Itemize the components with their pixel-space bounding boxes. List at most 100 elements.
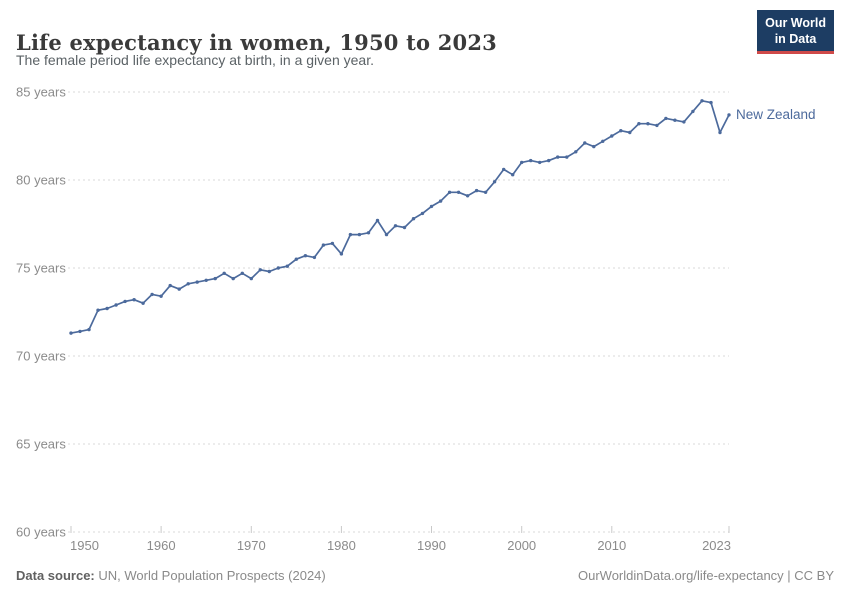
data-point <box>538 160 542 165</box>
data-point <box>87 327 91 332</box>
owid-logo-line1: Our World <box>765 16 826 30</box>
data-point <box>348 232 353 237</box>
data-point <box>285 264 289 268</box>
data-point <box>502 167 506 172</box>
data-source-label: Data source: <box>16 568 95 583</box>
data-point <box>691 109 695 114</box>
data-source: Data source: UN, World Population Prospe… <box>16 568 326 583</box>
data-point <box>96 308 100 312</box>
data-point <box>168 283 172 288</box>
data-point <box>492 180 497 184</box>
x-axis-label: 2000 <box>507 538 536 553</box>
data-point <box>141 301 145 305</box>
data-point <box>240 271 244 275</box>
data-point <box>664 116 668 121</box>
data-point <box>474 188 479 193</box>
data-point <box>258 268 262 272</box>
data-point <box>213 276 217 281</box>
x-axis-label: 1970 <box>237 538 266 553</box>
data-point <box>303 254 308 258</box>
data-point <box>69 331 73 335</box>
data-point <box>547 158 551 163</box>
data-point <box>429 204 434 209</box>
attribution: OurWorldinData.org/life-expectancy | CC … <box>577 568 834 583</box>
data-point <box>411 217 416 221</box>
data-point <box>222 271 226 275</box>
data-point <box>574 150 578 154</box>
data-point <box>565 155 569 159</box>
data-point <box>556 155 560 159</box>
series-end-label: New Zealand <box>736 107 816 122</box>
x-axis-label: 1960 <box>147 538 176 553</box>
data-point <box>583 141 587 145</box>
data-point <box>375 218 380 223</box>
data-point <box>177 287 181 291</box>
data-point <box>186 282 190 286</box>
data-point <box>267 269 271 274</box>
data-point <box>447 190 452 194</box>
data-point <box>402 225 407 230</box>
y-axis-label: 65 years <box>16 437 66 452</box>
data-point <box>276 266 280 270</box>
data-point <box>520 160 524 165</box>
owid-logo-line2: in Data <box>774 32 817 47</box>
data-point <box>159 294 163 298</box>
data-point <box>195 280 199 284</box>
data-point <box>610 134 614 138</box>
series-line <box>70 99 730 334</box>
data-point <box>511 173 515 177</box>
data-point <box>231 276 235 281</box>
data-point <box>483 190 488 194</box>
data-point <box>321 243 326 247</box>
data-point <box>123 299 127 304</box>
data-point <box>601 139 605 143</box>
data-point <box>646 122 650 126</box>
y-axis-label: 60 years <box>16 525 66 540</box>
data-source-text: UN, World Population Prospects (2024) <box>94 568 326 583</box>
data-point <box>682 120 686 124</box>
x-axis-label: 1980 <box>327 538 356 553</box>
data-point <box>700 99 704 103</box>
data-point <box>330 241 335 246</box>
y-axis-label: 70 years <box>16 349 66 364</box>
data-point <box>420 211 425 216</box>
data-point <box>438 199 443 203</box>
y-axis-label: 80 years <box>16 173 66 188</box>
owid-logo: Our World in Data <box>757 10 834 54</box>
data-point <box>312 255 317 260</box>
data-point <box>709 100 713 105</box>
data-point <box>357 232 362 237</box>
data-point <box>150 292 154 297</box>
data-point <box>456 190 461 194</box>
data-point <box>294 257 298 261</box>
data-point <box>673 118 677 122</box>
data-point <box>619 129 623 133</box>
data-point <box>204 278 208 282</box>
chart-footer: Data source: UN, World Population Prospe… <box>16 568 834 583</box>
x-axis-label: 2010 <box>597 538 626 553</box>
data-point <box>393 224 398 228</box>
x-axis-label: 2023 <box>702 538 731 553</box>
data-point <box>655 123 659 128</box>
data-point <box>529 158 533 163</box>
x-axis-label: 1990 <box>417 538 446 553</box>
page-title: Life expectancy in women, 1950 to 2023 <box>16 30 497 56</box>
data-point <box>384 232 389 237</box>
data-point <box>628 130 632 135</box>
data-point <box>114 303 118 307</box>
data-point <box>105 306 109 311</box>
data-point <box>366 231 371 235</box>
data-point <box>637 122 641 126</box>
data-point <box>78 329 82 334</box>
data-point <box>465 194 470 198</box>
y-axis-label: 75 years <box>16 261 66 276</box>
y-axis-label: 85 years <box>16 85 66 100</box>
data-point <box>339 252 344 256</box>
data-point <box>592 144 596 149</box>
x-axis-label: 1950 <box>70 538 99 553</box>
data-point <box>727 113 731 117</box>
data-point <box>249 276 253 281</box>
line-chart-canvas: 85 years 80 years 75 years 70 years 65 years… <box>16 85 816 554</box>
data-point <box>132 298 136 302</box>
